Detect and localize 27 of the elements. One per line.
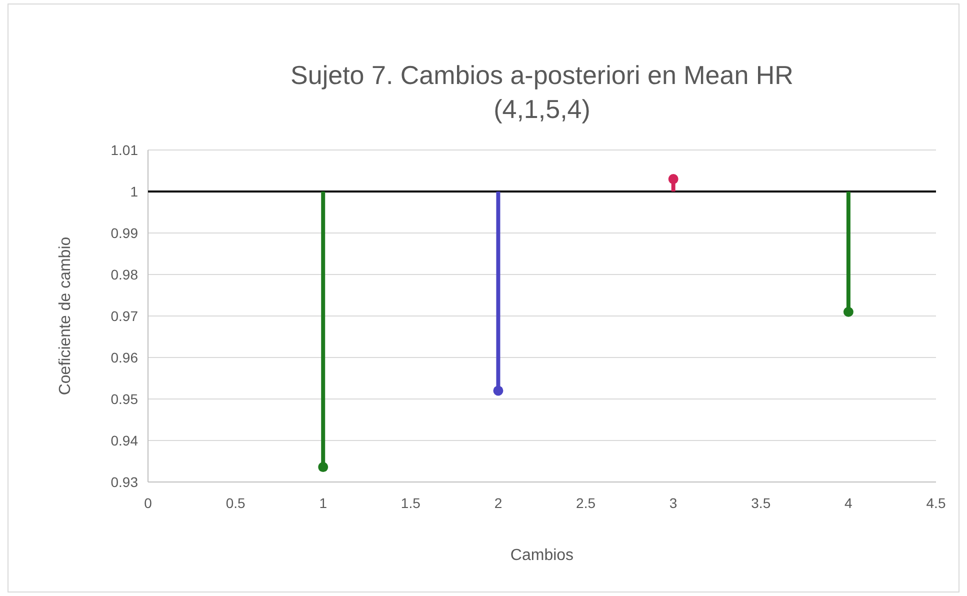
point bbox=[493, 386, 504, 396]
x-tick-label: 0.5 bbox=[226, 495, 246, 511]
y-tick-label: 0.98 bbox=[110, 266, 138, 282]
x-tick-label: 2 bbox=[494, 495, 502, 511]
x-tick-label: 1 bbox=[319, 495, 328, 511]
x-tick-label: 2.5 bbox=[576, 495, 596, 511]
point bbox=[318, 462, 328, 472]
x-tick-label: 3 bbox=[669, 495, 678, 511]
x-tick-label: 4.5 bbox=[926, 495, 946, 511]
x-tick-label: 1.5 bbox=[400, 495, 421, 511]
y-tick-label: 1 bbox=[130, 183, 138, 200]
y-tick-label: 0.97 bbox=[110, 308, 138, 324]
point bbox=[668, 174, 678, 184]
x-axis-title: Cambios bbox=[510, 547, 574, 564]
chart-subtitle: (4,1,5,4) bbox=[494, 94, 590, 124]
y-tick-label: 0.99 bbox=[110, 224, 138, 241]
x-tick-label: 4 bbox=[844, 495, 853, 511]
chart-title: Sujeto 7. Cambios a-posteriori en Mean HR bbox=[290, 60, 794, 90]
y-tick-label: 0.96 bbox=[110, 349, 138, 366]
y-tick-label: 0.94 bbox=[110, 432, 138, 448]
x-tick-label: 3.5 bbox=[751, 495, 771, 511]
x-tick-label: 0 bbox=[144, 495, 152, 511]
y-tick-label: 1.01 bbox=[110, 142, 138, 158]
y-tick-label: 0.93 bbox=[110, 474, 138, 490]
y-axis-title: Coeficiente de cambio bbox=[57, 236, 74, 396]
y-tick-label: 0.95 bbox=[110, 390, 138, 407]
point bbox=[843, 306, 854, 317]
